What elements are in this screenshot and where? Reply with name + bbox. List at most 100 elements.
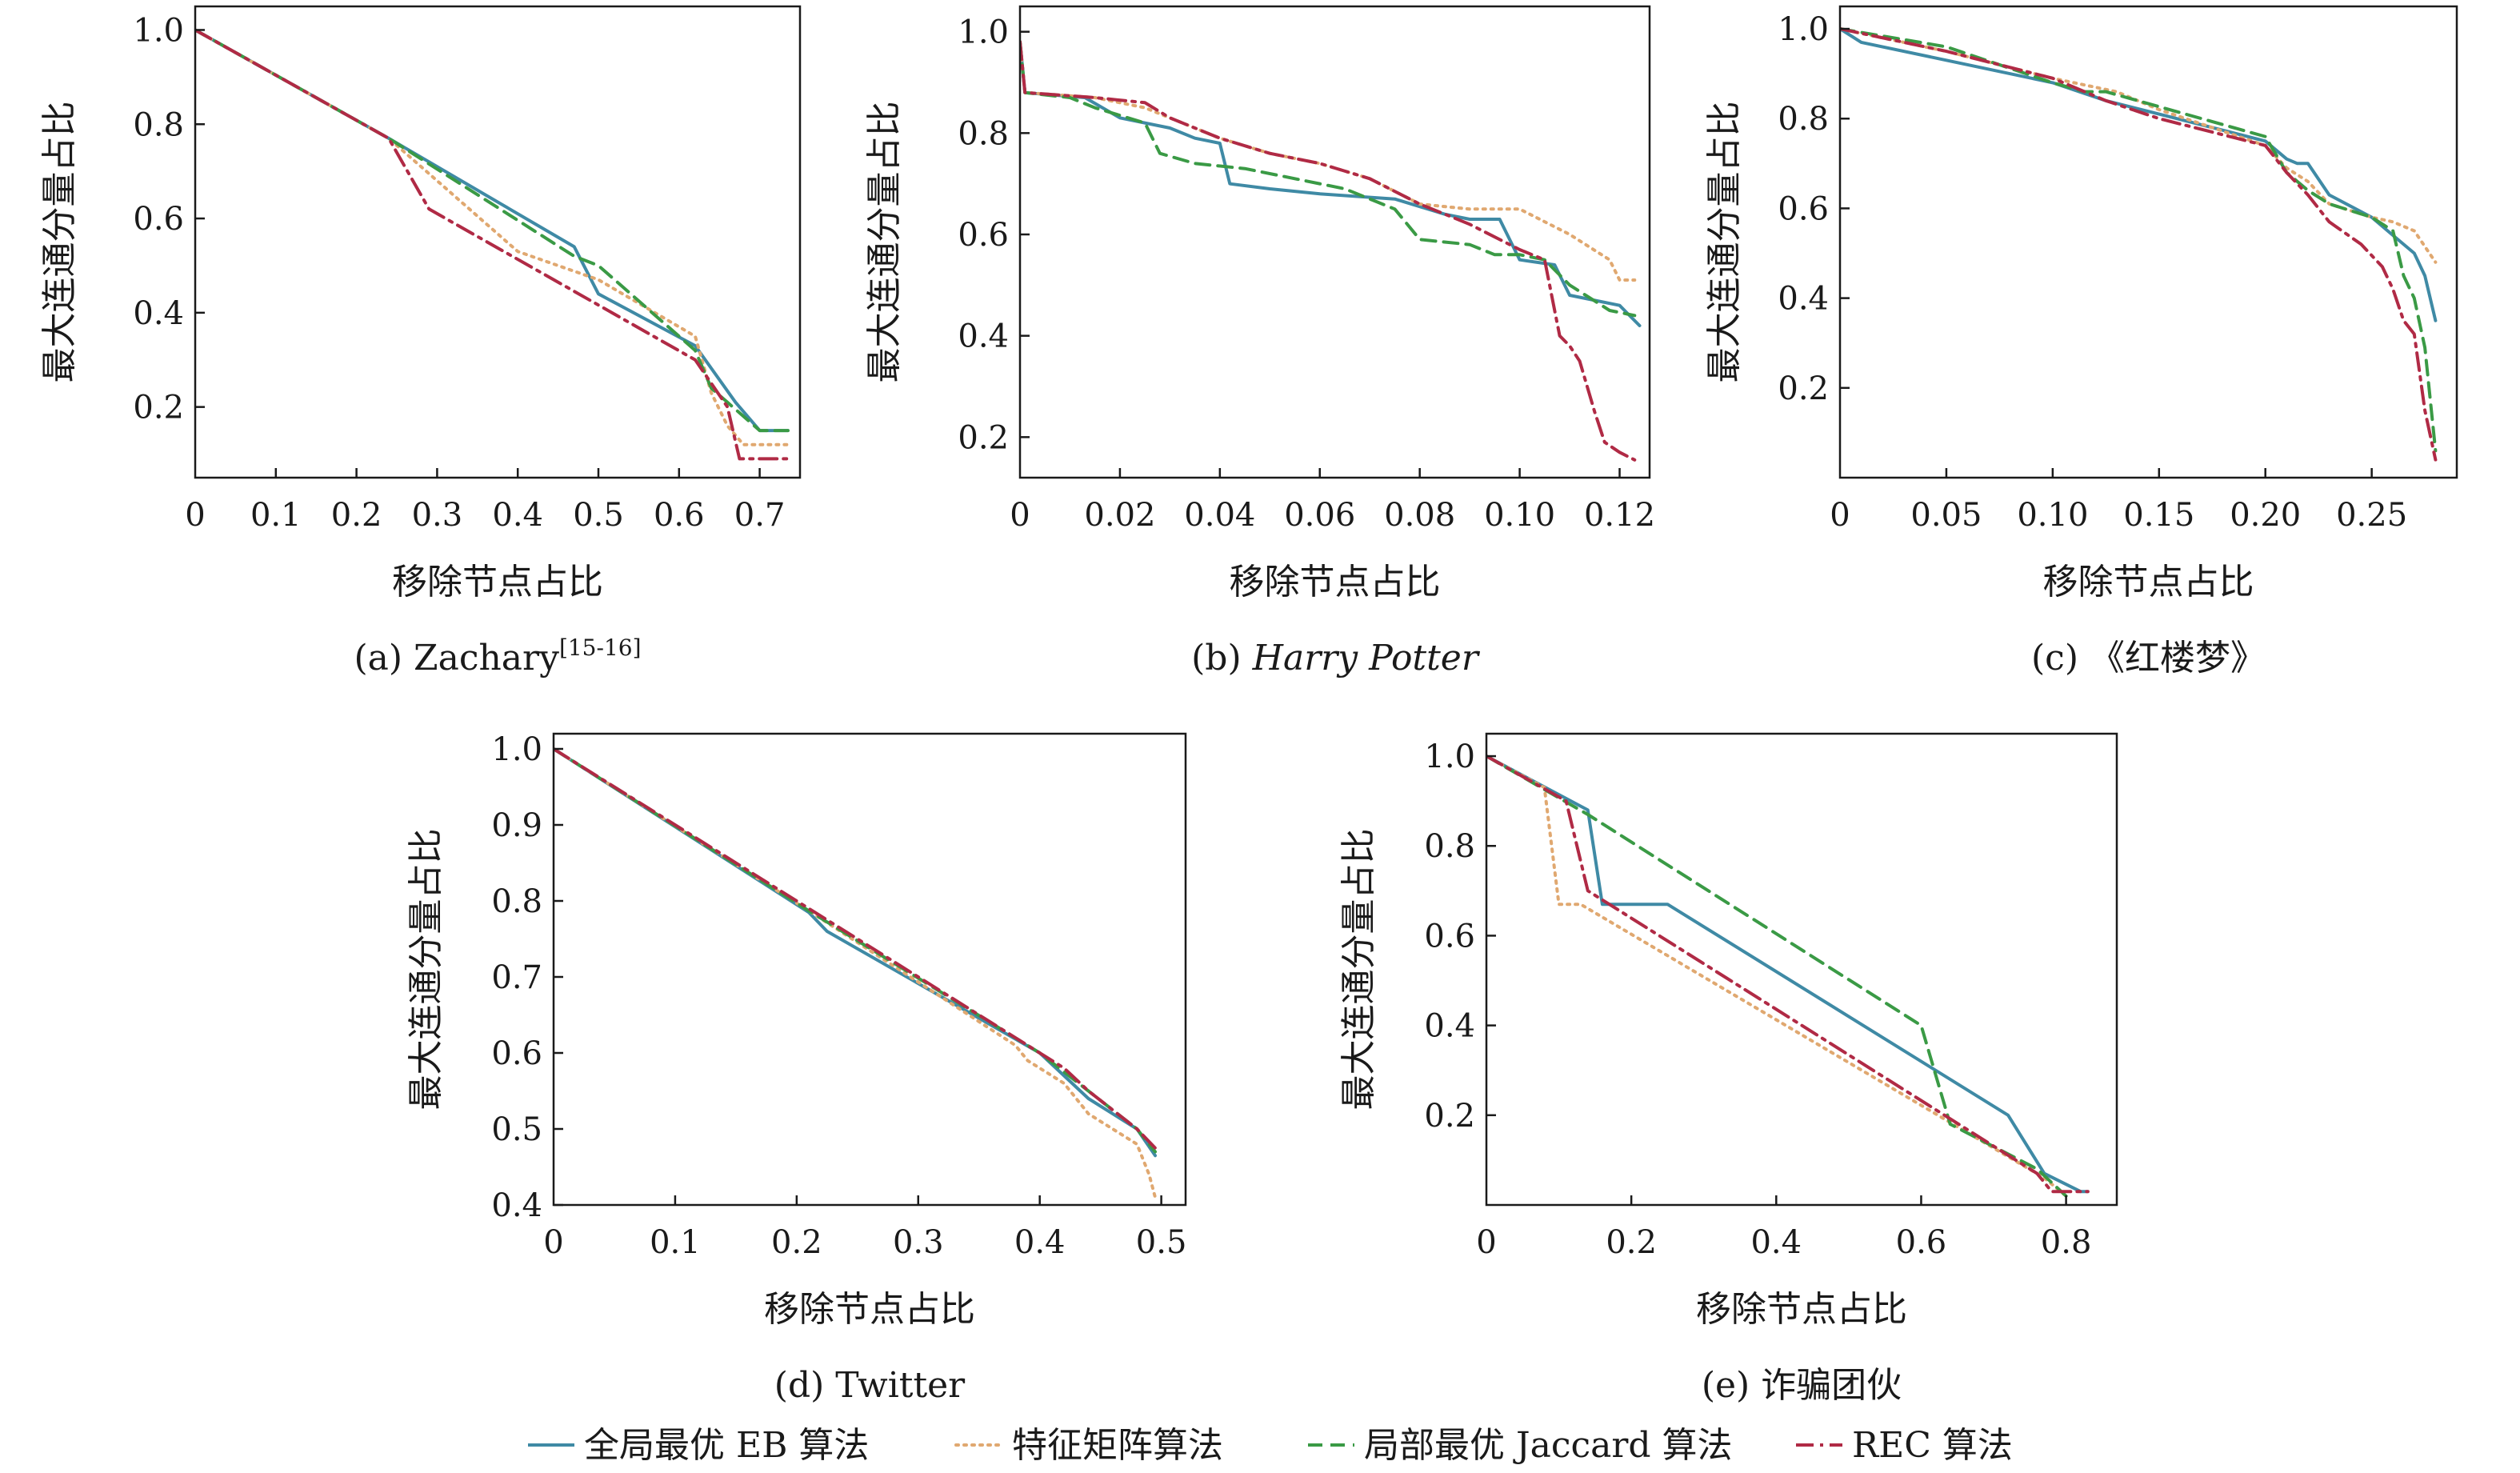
legend-item: 全局最优 EB 算法: [528, 1425, 869, 1466]
plot-frame: [1018, 5, 1651, 479]
y-axis-label: 最大连通分量占比: [1338, 829, 1379, 1111]
x-tick-label: 0: [543, 1224, 563, 1261]
y-tick-label: 0.8: [958, 115, 1009, 152]
x-tick-label: 0.08: [1384, 497, 1455, 534]
series-line-2: [554, 747, 1157, 1199]
series-line-1: [1020, 40, 1642, 327]
panel-caption: (a) Zachary[15-16]: [354, 634, 641, 678]
y-axis-label: 最大连通分量占比: [39, 102, 80, 383]
y-tick-label: 0.6: [1424, 918, 1475, 955]
y-tick-label: 1.0: [1778, 11, 1829, 48]
y-tick-label: 0.2: [1778, 370, 1829, 407]
panel-caption: (d) Twitter: [774, 1365, 966, 1406]
legend-label: 特征矩阵算法: [1012, 1425, 1223, 1466]
series-group: [1840, 27, 2438, 462]
series-group: [1486, 755, 2090, 1198]
x-tick-label: 0.06: [1284, 497, 1355, 534]
series-group: [554, 747, 1157, 1199]
legend-label: REC 算法: [1852, 1425, 2013, 1466]
x-tick-label: 0: [1476, 1224, 1496, 1261]
y-tick-label: 1.0: [491, 731, 542, 768]
y-tick-label: 0.8: [491, 883, 542, 920]
x-tick-label: 0.3: [412, 497, 463, 534]
series-line-3: [554, 747, 1157, 1154]
x-tick-label: 0.4: [1014, 1224, 1066, 1261]
x-tick-label: 0.2: [331, 497, 382, 534]
x-tick-label: 0.8: [2041, 1224, 2092, 1261]
panel-zachary: 0 0.1 0.2 0.3 0.4 0.5 0.6 0.7 0.2 0.4 0.6 0.8 1.0 移除节…: [39, 5, 802, 678]
y-tick-label: 0.8: [1424, 828, 1475, 865]
x-tick-label: 0.2: [1606, 1224, 1657, 1261]
x-axis-label: 移除节点占比: [392, 562, 603, 602]
x-tick-label: 0.3: [893, 1224, 944, 1261]
x-tick-label: 0.2: [771, 1224, 822, 1261]
y-axis-label: 最大连通分量占比: [1704, 102, 1745, 383]
legend-label: 局部最优 Jaccard 算法: [1364, 1425, 1733, 1466]
x-tick-label: 0.7: [734, 497, 786, 534]
y-tick-label: 0.4: [958, 318, 1009, 355]
x-tick-label: 0: [1010, 497, 1030, 534]
plot-frame: [194, 5, 802, 479]
x-tick-label: 0: [185, 497, 205, 534]
y-tick-label: 0.7: [491, 959, 542, 996]
x-tick-label: 0.05: [1910, 497, 1982, 534]
x-axis-label: 移除节点占比: [764, 1289, 975, 1330]
series-line-2: [1020, 40, 1637, 282]
series-line-4: [1840, 27, 2438, 462]
x-tick-label: 0.1: [650, 1224, 701, 1261]
x-axis-label: 移除节点占比: [1230, 562, 1441, 602]
series-line-1: [1486, 755, 2090, 1194]
plot-frame: [552, 732, 1187, 1207]
x-tick-label: 0.5: [1136, 1224, 1187, 1261]
x-tick-label: 0.6: [1896, 1224, 1947, 1261]
y-tick-label: 0.2: [133, 390, 184, 426]
y-tick-label: 0.4: [133, 295, 184, 332]
y-tick-label: 0.2: [1424, 1098, 1475, 1135]
x-tick-label: 0.15: [2123, 497, 2194, 534]
y-tick-label: 0.6: [1778, 190, 1829, 227]
y-tick-label: 1.0: [1424, 739, 1475, 775]
series-line-4: [554, 747, 1157, 1150]
y-tick-label: 0.4: [1778, 281, 1829, 318]
y-tick-label: 0.4: [491, 1187, 542, 1224]
panel-caption: (c) 《红楼梦》: [2031, 638, 2266, 678]
x-tick-label: 0.5: [573, 497, 624, 534]
x-axis-label: 移除节点占比: [1696, 1289, 1907, 1330]
legend-item: 局部最优 Jaccard 算法: [1308, 1425, 1733, 1466]
y-tick-label: 0.6: [958, 217, 1009, 254]
x-tick-label: 0.04: [1184, 497, 1255, 534]
series-group: [195, 28, 790, 461]
panel-caption: (b) Harry Potter: [1191, 638, 1481, 678]
series-line-3: [1020, 40, 1637, 318]
x-tick-label: 0.6: [654, 497, 705, 534]
x-tick-label: 0.12: [1584, 497, 1655, 534]
y-tick-label: 0.9: [491, 807, 542, 844]
plot-frame: [1485, 732, 2118, 1207]
y-tick-label: 0.5: [491, 1111, 542, 1148]
x-axis-label: 移除节点占比: [2043, 562, 2254, 602]
y-tick-label: 0.4: [1424, 1008, 1475, 1045]
x-tick-label: 0.02: [1084, 497, 1155, 534]
y-tick-label: 0.6: [133, 201, 184, 238]
series-line-4: [195, 28, 790, 461]
panel-hongloumeng: 0 0.05 0.10 0.15 0.20 0.25 0.2 0.4 0.6 0.8 1.0 移除节点…: [1704, 5, 2458, 678]
panel-harry-potter: 0 0.02 0.04 0.06 0.08 0.10 0.12 0.2 0.4 0.6 0.8 1.0…: [864, 5, 1655, 678]
x-tick-label: 0: [1830, 497, 1850, 534]
series-line-1: [554, 747, 1157, 1158]
x-tick-label: 0.1: [250, 497, 302, 534]
legend-item: REC 算法: [1796, 1425, 2013, 1466]
y-tick-label: 1.0: [958, 14, 1009, 51]
plot-frame: [1838, 5, 2458, 479]
panel-fraud-gang: 0 0.2 0.4 0.6 0.8 0.2 0.4 0.6 0.8 1.0 移除节点占比 最大连通分量…: [1338, 732, 2118, 1406]
series-line-2: [195, 28, 790, 446]
series-line-3: [1486, 755, 2068, 1198]
legend-label: 全局最优 EB 算法: [584, 1425, 869, 1466]
series-line-4: [1020, 40, 1637, 462]
y-tick-label: 0.8: [1778, 101, 1829, 138]
legend-item: 特征矩阵算法: [954, 1425, 1223, 1466]
x-tick-label: 0.4: [1750, 1224, 1802, 1261]
x-tick-label: 0.4: [492, 497, 543, 534]
y-axis-label: 最大连通分量占比: [406, 829, 446, 1111]
y-tick-label: 0.8: [133, 106, 184, 143]
